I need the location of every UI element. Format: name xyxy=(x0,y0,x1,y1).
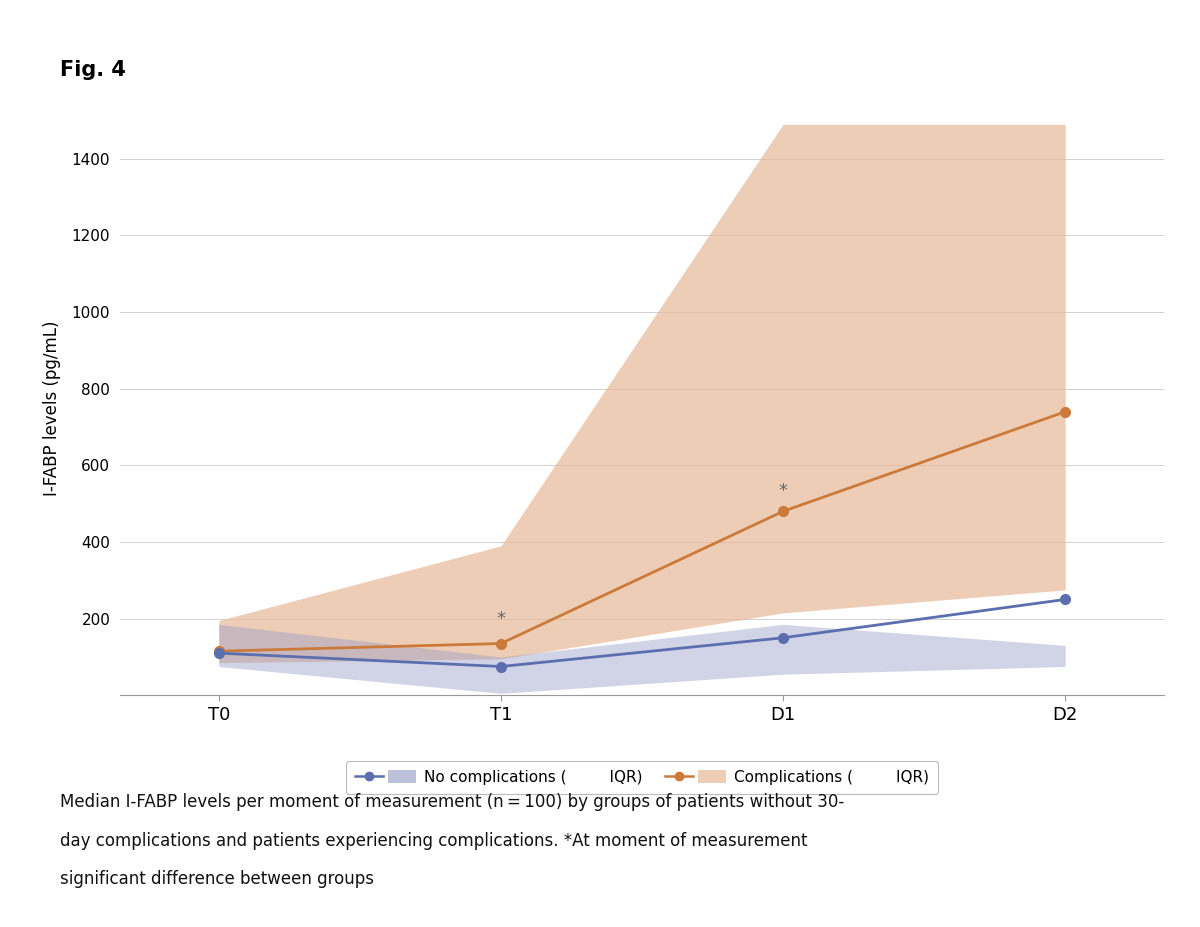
Text: Median I-FABP levels per moment of measurement (n = 100) by groups of patients w: Median I-FABP levels per moment of measu… xyxy=(60,793,845,810)
Text: *: * xyxy=(779,482,787,500)
Text: Fig. 4: Fig. 4 xyxy=(60,60,126,81)
Text: *: * xyxy=(497,610,505,629)
Y-axis label: I-FABP levels (pg/mL): I-FABP levels (pg/mL) xyxy=(43,320,61,496)
Legend: No complications (      IQR), Complications (      IQR): No complications ( IQR), Complications (… xyxy=(346,760,938,794)
Text: significant difference between groups: significant difference between groups xyxy=(60,870,374,888)
Text: day complications and patients experiencing complications. *At moment of measure: day complications and patients experienc… xyxy=(60,832,808,849)
